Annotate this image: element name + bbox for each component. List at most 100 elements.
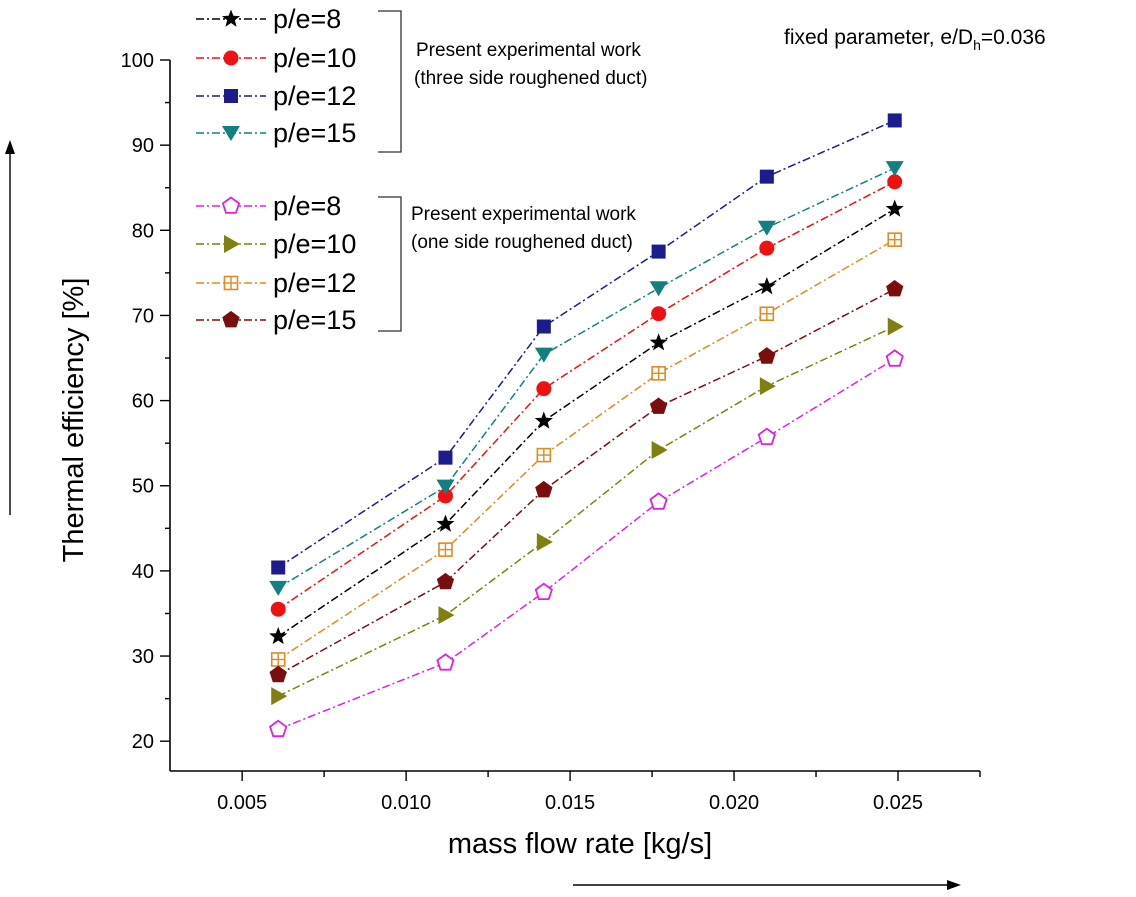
data-point — [887, 174, 903, 190]
y-tick-label: 70 — [132, 305, 154, 327]
data-point — [269, 665, 287, 683]
group-bracket-three-side — [378, 10, 402, 153]
data-point — [759, 377, 776, 396]
data-point — [651, 244, 666, 259]
legend-label: p/e=10 — [273, 229, 356, 259]
data-point — [436, 514, 455, 532]
legend-marker — [224, 89, 238, 103]
data-point — [758, 347, 776, 364]
data-point — [649, 492, 668, 510]
data-point — [886, 279, 904, 297]
data-point — [438, 450, 453, 465]
data-point — [438, 542, 453, 557]
x-ticks: 0.005 0.010 0.015 0.020 0.025 — [217, 771, 981, 814]
group-bracket-one-side — [378, 196, 402, 332]
axes — [169, 60, 980, 772]
data-point — [651, 440, 668, 459]
data-point — [534, 582, 553, 600]
y-tick-label: 40 — [132, 561, 154, 583]
data-point — [534, 347, 553, 363]
series-line — [277, 167, 896, 589]
data-point — [885, 349, 904, 367]
legend-marker — [222, 9, 240, 27]
data-point — [436, 653, 455, 671]
legend-label: p/e=10 — [273, 43, 356, 73]
data-point — [759, 169, 774, 184]
y-tick-label: 90 — [132, 135, 154, 157]
data-point — [536, 381, 552, 397]
data-point — [436, 572, 455, 590]
legend-label: p/e=8 — [273, 191, 341, 221]
x-tick-label: 0.005 — [217, 792, 267, 814]
data-point — [885, 199, 904, 217]
series-line — [277, 239, 896, 661]
data-point — [437, 488, 453, 504]
series-line — [277, 358, 896, 730]
series-line — [277, 181, 896, 610]
legend-marker — [222, 126, 240, 141]
y-tick-label: 20 — [132, 731, 154, 753]
legend-marker — [224, 235, 240, 253]
y-tick-label: 100 — [121, 50, 154, 72]
data-point — [438, 606, 455, 625]
data-point — [270, 601, 286, 617]
data-point — [536, 532, 553, 551]
legend-marker — [221, 196, 241, 214]
data-point — [651, 306, 667, 322]
data-point — [757, 427, 776, 446]
data-point — [270, 652, 286, 667]
data-point — [536, 319, 551, 334]
data-point — [534, 411, 553, 429]
x-tick-label: 0.010 — [381, 792, 431, 814]
legend-label: p/e=12 — [273, 268, 356, 298]
data-point — [885, 161, 904, 177]
series-lines — [277, 119, 896, 730]
y-tick-label: 30 — [132, 646, 154, 668]
group-note-one-side-line2: (one side roughened duct) — [411, 232, 633, 253]
y-ticks: 20 30 40 50 60 70 80 90 100 — [121, 50, 170, 753]
y-axis-title: Thermal efficiency [%] — [58, 278, 90, 563]
group-note-three-side-line1: Present experimental work — [416, 40, 641, 61]
series-markers — [269, 113, 904, 738]
data-point — [649, 397, 668, 414]
fixed-parameter-note: fixed parameter, e/Dh=0.036 — [784, 26, 1046, 53]
data-point — [759, 240, 775, 256]
fixed-parameter-suffix: =0.036 — [981, 26, 1046, 49]
legend: p/e=8 p/e=10 p/e=12 p/e=15 p/e=8 p/e=10 p/e=12… — [196, 4, 356, 335]
data-point — [651, 366, 666, 381]
data-point — [269, 627, 288, 645]
legend-label: p/e=12 — [273, 81, 356, 111]
data-point — [887, 317, 904, 336]
legend-marker — [223, 275, 239, 291]
series-line — [277, 208, 896, 638]
x-tick-label: 0.025 — [873, 792, 923, 814]
legend-label: p/e=15 — [273, 305, 356, 335]
x-direction-arrowhead — [947, 880, 961, 890]
data-point — [535, 480, 553, 498]
y-direction-arrowhead — [5, 140, 15, 154]
data-point — [271, 560, 286, 575]
y-tick-label: 80 — [132, 220, 154, 242]
data-point — [271, 687, 288, 706]
legend-label: p/e=15 — [273, 118, 356, 148]
group-note-three-side-line2: (three side roughened duct) — [414, 68, 647, 89]
data-point — [887, 232, 903, 247]
legend-marker — [222, 310, 240, 328]
series-line — [277, 288, 896, 676]
data-point — [649, 281, 668, 297]
series-line — [277, 325, 896, 697]
legend-label: p/e=8 — [273, 4, 341, 34]
y-tick-label: 60 — [132, 391, 154, 413]
data-point — [649, 333, 668, 351]
data-point — [887, 113, 902, 128]
data-point — [269, 580, 288, 596]
group-note-one-side-line1: Present experimental work — [411, 204, 636, 225]
data-point — [269, 719, 288, 738]
x-tick-label: 0.020 — [709, 792, 759, 814]
x-tick-label: 0.015 — [545, 792, 595, 814]
fixed-parameter-prefix: fixed parameter, e/D — [784, 26, 973, 49]
series-line — [277, 119, 896, 569]
data-point — [436, 479, 455, 495]
data-point — [536, 447, 552, 463]
